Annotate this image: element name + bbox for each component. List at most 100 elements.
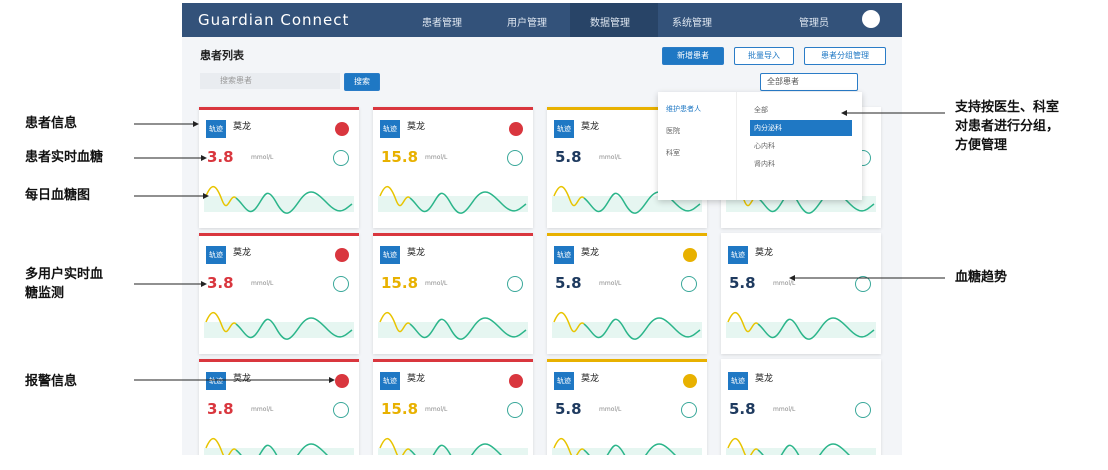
alert-icon [335,122,349,136]
card-tag: 轨迹 [380,246,400,264]
nav-item[interactable]: 系统管理 [672,18,712,29]
daily-glucose-chart [378,186,528,214]
dropdown-options: 全部内分泌科心内科肾内科 [738,92,862,200]
dropdown-group[interactable]: 维护患者人 [666,105,701,113]
annotation: 每日血糖图 [25,188,91,203]
app-screenshot: Guardian Connect 患者管理 用户管理 数据管理 系统管理 管理员… [182,3,902,455]
patient-name: 莫龙 [755,248,774,258]
alert-icon [683,374,697,388]
patient-name: 莫龙 [581,374,600,384]
glucose-unit: mmol/L [425,154,448,161]
glucose-unit: mmol/L [251,154,274,161]
trend-icon [333,276,349,292]
patient-card[interactable]: 轨迹莫龙 5.8 mmol/L [547,359,707,455]
alert-icon [683,248,697,262]
card-tag: 轨迹 [554,120,574,138]
glucose-unit: mmol/L [251,280,274,287]
glucose-value: 3.8 [207,148,234,166]
trend-icon [855,276,871,292]
dropdown-option[interactable]: 心内科 [754,142,775,150]
avatar[interactable] [862,10,880,28]
trend-icon [507,276,523,292]
patient-name: 莫龙 [755,374,774,384]
patient-name: 莫龙 [233,248,252,258]
alert-icon [335,248,349,262]
dropdown-group[interactable]: 科室 [666,149,680,157]
patient-card[interactable]: 轨迹莫龙 5.8 mmol/L [721,233,881,354]
card-tag: 轨迹 [206,246,226,264]
glucose-unit: mmol/L [773,280,796,287]
patient-name: 莫龙 [233,374,252,384]
card-tag: 轨迹 [380,372,400,390]
glucose-unit: mmol/L [599,154,622,161]
dropdown-option[interactable]: 全部 [754,106,768,114]
patient-card[interactable]: 轨迹莫龙 5.8 mmol/L [721,359,881,455]
nav-item[interactable]: 数据管理 [590,18,630,29]
glucose-unit: mmol/L [425,280,448,287]
trend-icon [507,150,523,166]
search-button[interactable]: 搜索 [344,73,380,91]
annotation: 报警信息 [25,374,78,389]
patient-name: 莫龙 [581,122,600,132]
button[interactable]: 患者分组管理 [804,47,886,65]
card-tag: 轨迹 [554,372,574,390]
glucose-unit: mmol/L [251,406,274,413]
alert-icon [509,374,523,388]
page-title: 患者列表 [200,49,244,62]
dropdown-option[interactable]: 内分泌科 [750,120,852,136]
button[interactable]: 新增患者 [662,47,724,65]
logo: Guardian Connect [198,11,350,29]
annotation: 患者信息 [25,116,78,131]
trend-icon [507,402,523,418]
glucose-unit: mmol/L [425,406,448,413]
glucose-value: 3.8 [207,274,234,292]
card-tag: 轨迹 [380,120,400,138]
top-bar: Guardian Connect 患者管理 用户管理 数据管理 系统管理 管理员 [182,3,902,37]
card-tag: 轨迹 [554,246,574,264]
glucose-value: 3.8 [207,400,234,418]
annotation: 支持按医生、科室对患者进行分组，方便管理 [955,100,1060,153]
user-menu[interactable]: 管理员 [799,18,829,29]
daily-glucose-chart [204,186,354,214]
search-input[interactable]: 搜索患者 [200,73,340,89]
patient-name: 莫龙 [407,248,426,258]
alert-icon [509,122,523,136]
dropdown-option[interactable]: 肾内科 [754,160,775,168]
daily-glucose-chart [378,438,528,455]
trend-icon [681,402,697,418]
glucose-value: 5.8 [555,274,582,292]
trend-icon [681,276,697,292]
annotation: 患者实时血糖 [25,150,104,165]
daily-glucose-chart [204,438,354,455]
glucose-value: 5.8 [555,400,582,418]
daily-glucose-chart [552,312,702,340]
nav-item[interactable]: 用户管理 [507,18,547,29]
glucose-value: 5.8 [729,400,756,418]
daily-glucose-chart [378,312,528,340]
patient-name: 莫龙 [407,374,426,384]
card-grid: 轨迹 莫龙 3.8 mmol/L 轨迹 莫龙 15.8 mmol/L 轨迹 莫龙 5.8 mmol/L… [182,3,902,455]
glucose-value: 15.8 [381,400,419,418]
patient-card[interactable]: 轨迹 莫龙 3.8 mmol/L [199,359,359,455]
dropdown-group[interactable]: 医院 [666,127,680,135]
card-tag: 轨迹 [206,120,226,138]
patient-card[interactable]: 轨迹 莫龙 15.8 mmol/L [373,359,533,455]
card-tag: 轨迹 [728,372,748,390]
daily-glucose-chart [552,186,702,214]
group-dropdown: 维护患者人医院科室 全部内分泌科心内科肾内科 [658,92,862,200]
trend-icon [333,150,349,166]
daily-glucose-chart [204,312,354,340]
patient-card[interactable]: 轨迹 莫龙 3.8 mmol/L [199,107,359,228]
trend-icon [333,402,349,418]
button[interactable]: 批量导入 [734,47,794,65]
nav-item[interactable]: 患者管理 [422,18,462,29]
patient-card[interactable]: 轨迹 莫龙 3.8 mmol/L [199,233,359,354]
patient-card[interactable]: 轨迹莫龙 5.8 mmol/L [547,233,707,354]
glucose-value: 5.8 [729,274,756,292]
glucose-value: 5.8 [555,148,582,166]
patient-card[interactable]: 轨迹 莫龙 15.8 mmol/L [373,233,533,354]
group-filter[interactable]: 全部患者 [760,73,858,91]
patient-card[interactable]: 轨迹 莫龙 15.8 mmol/L [373,107,533,228]
